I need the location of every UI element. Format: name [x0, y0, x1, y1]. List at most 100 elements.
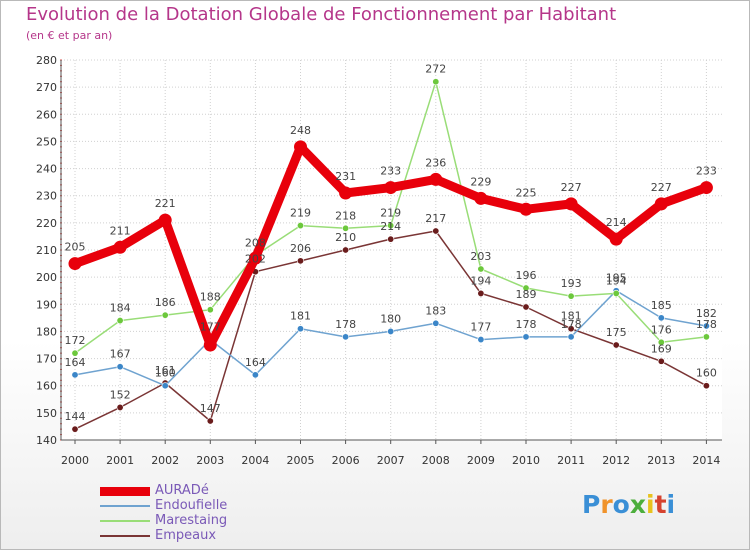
data-point: [116, 317, 124, 325]
data-point: [612, 289, 620, 297]
data-label: 227: [651, 181, 672, 194]
data-label: 219: [290, 207, 311, 220]
x-tick-label: 2001: [106, 454, 134, 467]
legend-swatch: [100, 505, 150, 507]
data-label: 195: [606, 272, 627, 285]
data-point: [71, 425, 79, 433]
data-point: [609, 232, 623, 246]
data-point: [387, 235, 395, 243]
data-label: 214: [606, 216, 627, 229]
data-point: [702, 333, 710, 341]
x-tick-label: 2011: [557, 454, 585, 467]
data-label: 229: [470, 175, 491, 188]
data-label: 185: [651, 299, 672, 312]
data-point: [206, 417, 214, 425]
data-label: 172: [65, 334, 86, 347]
y-tick-label: 170: [36, 353, 57, 366]
data-point: [113, 240, 127, 254]
data-point: [387, 222, 395, 230]
data-point: [699, 181, 713, 195]
data-label: 177: [470, 321, 491, 334]
x-tick-label: 2013: [647, 454, 675, 467]
data-label: 211: [110, 224, 131, 237]
logo-letter: P: [582, 490, 601, 519]
data-label: 206: [290, 242, 311, 255]
data-label: 189: [516, 288, 537, 301]
data-label: 176: [651, 323, 672, 336]
data-label: 152: [110, 388, 131, 401]
data-point: [654, 197, 668, 211]
x-tick-label: 2006: [332, 454, 360, 467]
data-point: [657, 314, 665, 322]
y-tick-label: 160: [36, 380, 57, 393]
data-point: [161, 382, 169, 390]
data-point: [657, 357, 665, 365]
data-label: 214: [380, 220, 401, 233]
legend-label: Marestaing: [155, 513, 228, 528]
data-point: [161, 311, 169, 319]
x-tick-label: 2008: [422, 454, 450, 467]
legend-label: Endoufielle: [155, 498, 228, 513]
legend-swatch: [100, 487, 150, 496]
y-tick-label: 210: [36, 244, 57, 257]
data-label: 202: [245, 253, 266, 266]
y-tick-label: 240: [36, 163, 57, 176]
legend-item-marestaing: Marestaing: [100, 513, 320, 528]
data-label: 233: [696, 165, 717, 178]
x-tick-label: 2007: [377, 454, 405, 467]
data-point: [474, 191, 488, 205]
data-label: 208: [245, 236, 266, 249]
legend-label: Empeaux: [155, 528, 217, 543]
data-label: 147: [200, 402, 221, 415]
data-label: 186: [155, 296, 176, 309]
data-label: 221: [155, 197, 176, 210]
data-label: 164: [245, 356, 266, 369]
data-label: 203: [470, 250, 491, 263]
x-tick-label: 2002: [151, 454, 179, 467]
data-point: [522, 333, 530, 341]
data-label: 272: [425, 63, 446, 76]
data-point: [522, 284, 530, 292]
data-point: [564, 197, 578, 211]
data-point: [432, 78, 440, 86]
data-point: [296, 325, 304, 333]
data-label: 178: [335, 318, 356, 331]
data-label: 181: [561, 310, 582, 323]
x-tick-label: 2005: [287, 454, 315, 467]
data-point: [71, 371, 79, 379]
data-point: [657, 338, 665, 346]
x-tick-label: 2003: [196, 454, 224, 467]
data-point: [116, 403, 124, 411]
y-tick-label: 230: [36, 190, 57, 203]
y-tick-label: 200: [36, 271, 57, 284]
data-label: 175: [606, 326, 627, 339]
data-label: 180: [380, 312, 401, 325]
data-point: [68, 257, 82, 271]
data-point: [477, 336, 485, 344]
y-tick-label: 190: [36, 298, 57, 311]
data-point: [339, 186, 353, 200]
data-label: 161: [155, 364, 176, 377]
data-point: [206, 306, 214, 314]
legend-item-empeaux: Empeaux: [100, 528, 320, 543]
data-label: 205: [65, 241, 86, 254]
logo-letter: i: [666, 490, 676, 519]
data-point: [248, 251, 262, 265]
data-label: 184: [110, 302, 131, 315]
y-tick-label: 260: [36, 108, 57, 121]
data-label: 194: [606, 274, 627, 287]
data-label: 178: [516, 318, 537, 331]
x-tick-label: 2000: [61, 454, 89, 467]
data-label: 164: [65, 356, 86, 369]
data-label: 236: [425, 156, 446, 169]
data-point: [432, 319, 440, 327]
logo-letter: t: [654, 490, 667, 519]
x-tick-label: 2014: [692, 454, 720, 467]
data-label: 188: [200, 291, 221, 304]
data-label: 178: [561, 318, 582, 331]
data-label: 194: [470, 274, 491, 287]
data-label: 183: [425, 304, 446, 317]
data-label: 178: [696, 318, 717, 331]
data-point: [342, 224, 350, 232]
y-tick-label: 220: [36, 217, 57, 230]
